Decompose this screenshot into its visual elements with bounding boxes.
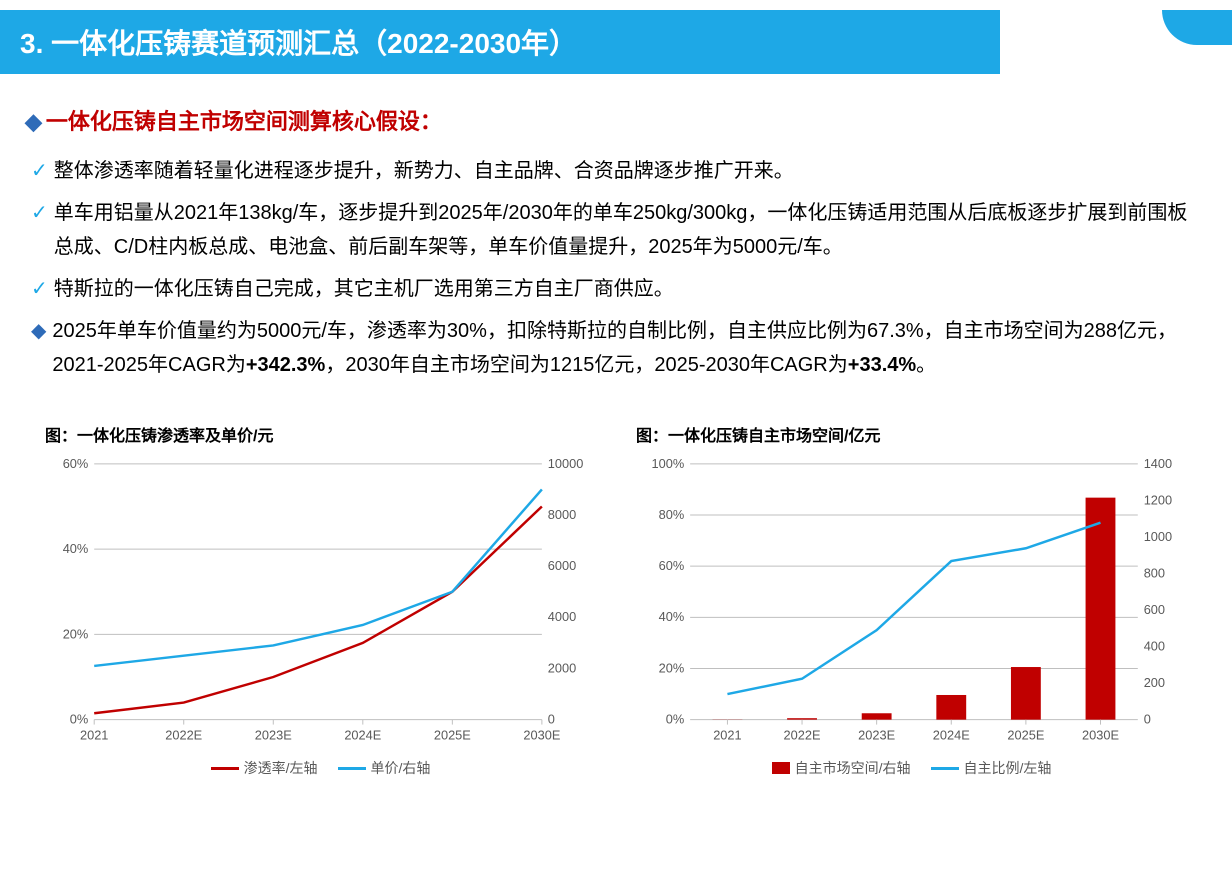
svg-text:80%: 80%	[659, 507, 685, 522]
svg-text:20%: 20%	[659, 660, 685, 675]
svg-text:60%: 60%	[659, 558, 685, 573]
chart1-legend-item1: 渗透率/左轴	[211, 758, 318, 778]
bullet-item: ✓ 单车用铝量从2021年138kg/车，逐步提升到2025年/2030年的单车…	[31, 196, 1207, 264]
chart1-legend1-label: 渗透率/左轴	[244, 758, 318, 778]
chart1-legend: 渗透率/左轴 单价/右轴	[45, 758, 596, 778]
page-title-bar: 3. 一体化压铸赛道预测汇总（2022-2030年）	[0, 10, 1000, 74]
svg-text:60%: 60%	[63, 456, 89, 471]
svg-text:2025E: 2025E	[1007, 727, 1044, 742]
bullet-text: 2025年单车价值量约为5000元/车，渗透率为30%，扣除特斯拉的自制比例，自…	[52, 314, 1207, 382]
svg-text:4000: 4000	[548, 609, 576, 624]
chart2-title: 图：一体化压铸自主市场空间/亿元	[636, 422, 1187, 446]
svg-text:200: 200	[1144, 675, 1165, 690]
svg-text:400: 400	[1144, 639, 1165, 654]
chart1-svg: 0% 20% 40% 60% 0 2000 4000 6000 8000 10000 2021 202…	[45, 454, 596, 749]
svg-text:2024E: 2024E	[933, 727, 970, 742]
page-title: 3. 一体化压铸赛道预测汇总（2022-2030年）	[20, 28, 577, 59]
legend-line-icon	[931, 767, 959, 770]
bullet4-end: 。	[916, 354, 936, 376]
svg-text:10000: 10000	[548, 456, 584, 471]
svg-text:100%: 100%	[652, 456, 685, 471]
legend-box-icon	[772, 762, 790, 774]
chart2-legend: 自主市场空间/右轴 自主比例/左轴	[636, 758, 1187, 778]
bullet-item: ✓ 整体渗透率随着轻量化进程逐步提升，新势力、自主品牌、合资品牌逐步推广开来。	[31, 154, 1207, 188]
main-header-text: 一体化压铸自主市场空间测算核心假设：	[46, 109, 442, 134]
chart1-legend-item2: 单价/右轴	[338, 758, 431, 778]
svg-text:40%: 40%	[63, 541, 89, 556]
chart2-svg: 0% 20% 40% 60% 80% 100% 0 200 400 600 800 1000 1200 1…	[636, 454, 1187, 749]
chart2-legend2-label: 自主比例/左轴	[964, 758, 1052, 778]
svg-text:2024E: 2024E	[344, 727, 381, 742]
bullet-text: 单车用铝量从2021年138kg/车，逐步提升到2025年/2030年的单车25…	[54, 196, 1207, 264]
main-header: ◆一体化压铸自主市场空间测算核心假设：	[25, 104, 1207, 136]
svg-text:0%: 0%	[70, 712, 88, 727]
svg-text:2022E: 2022E	[165, 727, 202, 742]
svg-text:2023E: 2023E	[858, 727, 895, 742]
svg-text:800: 800	[1144, 565, 1165, 580]
chart1-container: 图：一体化压铸渗透率及单价/元 0% 20% 40% 60% 0 2000 4000 6000…	[45, 422, 596, 778]
check-icon: ✓	[31, 154, 48, 188]
svg-text:2022E: 2022E	[784, 727, 821, 742]
svg-text:600: 600	[1144, 602, 1165, 617]
svg-text:0%: 0%	[666, 712, 684, 727]
bullet-item: ✓ 特斯拉的一体化压铸自己完成，其它主机厂选用第三方自主厂商供应。	[31, 272, 1207, 306]
svg-text:1200: 1200	[1144, 492, 1172, 507]
svg-text:0: 0	[548, 712, 555, 727]
bullet-text: 整体渗透率随着轻量化进程逐步提升，新势力、自主品牌、合资品牌逐步推广开来。	[54, 154, 1207, 188]
legend-line-icon	[338, 767, 366, 770]
charts-row: 图：一体化压铸渗透率及单价/元 0%20%40%60%0200040006000…	[25, 422, 1207, 778]
chart2-legend-item2: 自主比例/左轴	[931, 758, 1052, 778]
svg-text:40%: 40%	[659, 609, 685, 624]
chart2-container: 图：一体化压铸自主市场空间/亿元 0% 20% 40% 60% 80% 100% 0 200 4…	[636, 422, 1187, 778]
svg-text:6000: 6000	[548, 558, 576, 573]
svg-text:1400: 1400	[1144, 456, 1172, 471]
svg-text:0: 0	[1144, 712, 1151, 727]
diamond-icon: ◆	[31, 314, 46, 348]
svg-text:8000: 8000	[548, 507, 576, 522]
chart2-legend1-label: 自主市场空间/右轴	[795, 758, 911, 778]
bullet4-mid: ，2030年自主市场空间为1215亿元，2025-2030年CAGR为	[325, 354, 847, 376]
bullet4-bold1: +342.3%	[246, 354, 326, 376]
bullet-text: 特斯拉的一体化压铸自己完成，其它主机厂选用第三方自主厂商供应。	[54, 272, 1207, 306]
svg-text:2021: 2021	[713, 727, 741, 742]
content-area: ◆一体化压铸自主市场空间测算核心假设： ✓ 整体渗透率随着轻量化进程逐步提升，新…	[0, 74, 1232, 778]
chart1-legend2-label: 单价/右轴	[371, 758, 431, 778]
svg-text:2030E: 2030E	[1082, 727, 1119, 742]
svg-text:20%: 20%	[63, 626, 89, 641]
svg-text:2025E: 2025E	[434, 727, 471, 742]
corner-accent	[1162, 10, 1232, 45]
bullet4-bold2: +33.4%	[848, 354, 916, 376]
diamond-icon: ◆	[25, 109, 42, 134]
check-icon: ✓	[31, 272, 48, 306]
bullet-list: ✓ 整体渗透率随着轻量化进程逐步提升，新势力、自主品牌、合资品牌逐步推广开来。 …	[31, 154, 1207, 382]
svg-text:2030E: 2030E	[523, 727, 560, 742]
svg-text:1000: 1000	[1144, 529, 1172, 544]
bullet-item: ◆ 2025年单车价值量约为5000元/车，渗透率为30%，扣除特斯拉的自制比例…	[31, 314, 1207, 382]
chart2-legend-item1: 自主市场空间/右轴	[772, 758, 911, 778]
check-icon: ✓	[31, 196, 48, 230]
svg-text:2023E: 2023E	[255, 727, 292, 742]
legend-line-icon	[211, 767, 239, 770]
svg-text:2021: 2021	[80, 727, 108, 742]
chart1-title: 图：一体化压铸渗透率及单价/元	[45, 422, 596, 446]
svg-text:2000: 2000	[548, 660, 576, 675]
